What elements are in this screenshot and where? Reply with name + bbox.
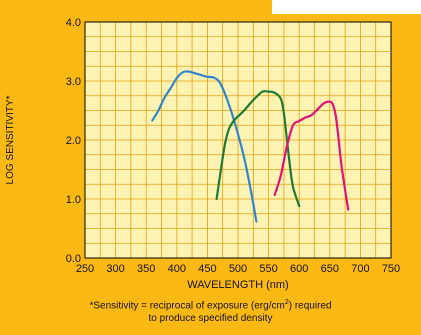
plot-frame [84, 21, 392, 259]
y-axis-label: LOG SENSITIVITY* [5, 95, 16, 184]
footnote-suffix: ) required [288, 300, 332, 312]
y-tick-label: 3.0 [66, 76, 81, 88]
grid-lines [85, 22, 391, 258]
y-tick-label: 4.0 [66, 17, 81, 29]
y-tick-label: 2.0 [66, 135, 81, 147]
x-tick-label: 350 [137, 263, 155, 275]
footnote-line-2: to produce specified density [148, 313, 273, 325]
x-tick-label: 750 [382, 263, 400, 275]
x-tick-label: 450 [198, 263, 216, 275]
series-lines [151, 70, 350, 223]
series-line-1 [151, 70, 258, 223]
footnote-line-1: *Sensitivity = reciprocal of exposure (e… [0, 296, 421, 312]
y-tick-label: 0.0 [66, 253, 81, 265]
plot-area: 250 300 350 400 450 500 550 600 650 700 750 0.0 1.0 2… [66, 17, 400, 275]
x-tick-label: 700 [351, 263, 369, 275]
x-tick-label: 500 [229, 263, 247, 275]
x-tick-label: 400 [168, 263, 186, 275]
x-tick-label: 300 [106, 263, 124, 275]
footnote: *Sensitivity = reciprocal of exposure (e… [0, 296, 421, 325]
footnote-prefix: *Sensitivity = reciprocal of exposure (e… [89, 300, 285, 312]
x-tick-label: 550 [259, 263, 277, 275]
x-tick-label: 250 [76, 263, 94, 275]
y-tick-label: 1.0 [66, 194, 81, 206]
x-tick-label: 650 [321, 263, 339, 275]
x-tick-label: 600 [290, 263, 308, 275]
series-line-3 [273, 100, 350, 211]
series-line-2 [215, 90, 301, 208]
x-axis-label: WAVELENGTH (nm) [187, 279, 288, 291]
tick-labels: 250 300 350 400 450 500 550 600 650 700 750 0.0 1.0 2… [66, 17, 400, 275]
footnote-superscript: 2 [284, 299, 289, 306]
